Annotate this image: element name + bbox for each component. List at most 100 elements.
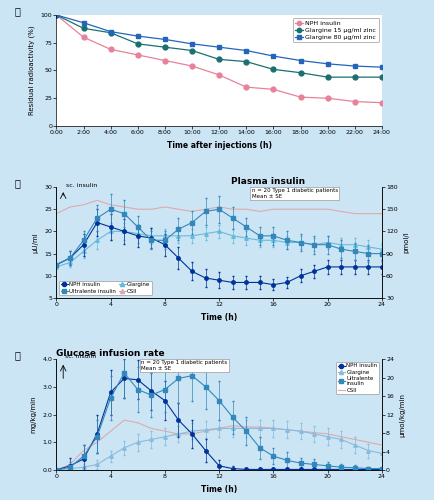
CSII bbox=[162, 204, 168, 210]
CSII bbox=[217, 204, 222, 210]
CSII bbox=[366, 210, 371, 216]
NPH insulin bbox=[352, 98, 358, 104]
CSII bbox=[67, 204, 72, 210]
Glargine 80 μg/ml zinc bbox=[81, 20, 86, 26]
CSII bbox=[135, 206, 141, 212]
CSII bbox=[339, 434, 344, 440]
CSII bbox=[54, 467, 59, 473]
CSII bbox=[108, 428, 113, 434]
CSII bbox=[379, 442, 385, 448]
Title: Plasma insulin: Plasma insulin bbox=[231, 177, 305, 186]
NPH insulin bbox=[108, 46, 113, 52]
CSII bbox=[135, 420, 141, 426]
CSII bbox=[366, 440, 371, 446]
Glargine 15 μg/ml zinc bbox=[217, 56, 222, 62]
CSII bbox=[284, 206, 289, 212]
CSII bbox=[217, 426, 222, 432]
NPH insulin bbox=[135, 52, 141, 58]
Glargine 80 μg/ml zinc bbox=[244, 48, 249, 54]
NPH insulin bbox=[190, 63, 195, 69]
Text: sc. insulin: sc. insulin bbox=[66, 183, 97, 188]
Glargine 80 μg/ml zinc bbox=[217, 44, 222, 50]
CSII bbox=[284, 427, 289, 433]
Glargine 15 μg/ml zinc bbox=[352, 74, 358, 80]
CSII bbox=[203, 428, 208, 434]
Text: n = 20 Type 1 diabetic patients
Mean ± SE: n = 20 Type 1 diabetic patients Mean ± S… bbox=[252, 188, 338, 199]
Text: n = 20 Type 1 diabetic patients
Mean ± SE: n = 20 Type 1 diabetic patients Mean ± S… bbox=[141, 360, 227, 371]
Glargine 80 μg/ml zinc bbox=[54, 12, 59, 18]
NPH insulin bbox=[81, 34, 86, 40]
CSII bbox=[257, 208, 263, 214]
CSII bbox=[176, 431, 181, 437]
Glargine 15 μg/ml zinc bbox=[379, 74, 385, 80]
CSII bbox=[54, 210, 59, 216]
NPH insulin bbox=[379, 100, 385, 105]
NPH insulin bbox=[162, 58, 168, 64]
Line: CSII: CSII bbox=[56, 420, 382, 470]
CSII bbox=[271, 426, 276, 432]
CSII bbox=[271, 206, 276, 212]
Y-axis label: μU/ml: μU/ml bbox=[33, 232, 39, 253]
Legend: NPH insulin, Ultralente insulin, Glargine, CSII: NPH insulin, Ultralente insulin, Glargin… bbox=[59, 281, 152, 295]
CSII bbox=[298, 428, 303, 434]
NPH insulin bbox=[325, 95, 330, 101]
Legend: NPH insulin, Glargine, Ultralente
insulin, CSII: NPH insulin, Glargine, Ultralente insuli… bbox=[336, 362, 379, 394]
CSII bbox=[203, 206, 208, 212]
CSII bbox=[95, 198, 100, 203]
Glargine 80 μg/ml zinc bbox=[108, 28, 113, 34]
CSII bbox=[95, 440, 100, 446]
NPH insulin bbox=[298, 94, 303, 100]
CSII bbox=[149, 206, 154, 212]
CSII bbox=[312, 430, 317, 436]
CSII bbox=[190, 431, 195, 437]
CSII bbox=[190, 208, 195, 214]
CSII bbox=[67, 462, 72, 468]
X-axis label: Time (h): Time (h) bbox=[201, 484, 237, 494]
CSII bbox=[230, 206, 235, 212]
Y-axis label: μmol/kg/min: μmol/kg/min bbox=[400, 392, 406, 436]
Glargine 15 μg/ml zinc bbox=[108, 30, 113, 36]
CSII bbox=[244, 206, 249, 212]
Text: Ⓒ: Ⓒ bbox=[14, 350, 20, 360]
CSII bbox=[244, 424, 249, 430]
CSII bbox=[325, 206, 330, 212]
CSII bbox=[298, 206, 303, 212]
NPH insulin bbox=[244, 84, 249, 90]
Y-axis label: pmol/l: pmol/l bbox=[403, 232, 409, 254]
Glargine 80 μg/ml zinc bbox=[298, 58, 303, 64]
Glargine 15 μg/ml zinc bbox=[162, 44, 168, 50]
CSII bbox=[312, 206, 317, 212]
Glargine 80 μg/ml zinc bbox=[271, 53, 276, 59]
CSII bbox=[352, 210, 358, 216]
CSII bbox=[81, 448, 86, 454]
CSII bbox=[176, 206, 181, 212]
CSII bbox=[325, 431, 330, 437]
Text: Ⓑ: Ⓑ bbox=[14, 178, 20, 188]
CSII bbox=[352, 436, 358, 442]
CSII bbox=[339, 208, 344, 214]
Glargine 80 μg/ml zinc bbox=[135, 33, 141, 39]
Glargine 15 μg/ml zinc bbox=[190, 48, 195, 54]
Glargine 15 μg/ml zinc bbox=[271, 66, 276, 72]
CSII bbox=[379, 210, 385, 216]
NPH insulin bbox=[271, 86, 276, 92]
CSII bbox=[108, 202, 113, 208]
NPH insulin bbox=[54, 12, 59, 18]
NPH insulin bbox=[217, 72, 222, 78]
Line: Glargine 80 μg/ml zinc: Glargine 80 μg/ml zinc bbox=[54, 12, 385, 70]
CSII bbox=[162, 428, 168, 434]
Text: sc. insulin: sc. insulin bbox=[65, 354, 96, 359]
Text: Ⓐ: Ⓐ bbox=[14, 6, 20, 16]
Glargine 15 μg/ml zinc bbox=[325, 74, 330, 80]
CSII bbox=[230, 422, 235, 428]
Glargine 80 μg/ml zinc bbox=[325, 61, 330, 67]
X-axis label: Time after injections (h): Time after injections (h) bbox=[167, 140, 272, 149]
Line: Glargine 15 μg/ml zinc: Glargine 15 μg/ml zinc bbox=[54, 12, 385, 80]
Glargine 80 μg/ml zinc bbox=[190, 41, 195, 47]
Glargine 15 μg/ml zinc bbox=[135, 41, 141, 47]
Glargine 15 μg/ml zinc bbox=[81, 26, 86, 32]
Glargine 15 μg/ml zinc bbox=[298, 70, 303, 75]
Legend: NPH insulin, Glargine 15 μg/ml zinc, Glargine 80 μg/ml zinc: NPH insulin, Glargine 15 μg/ml zinc, Gla… bbox=[293, 18, 379, 42]
Glargine 80 μg/ml zinc bbox=[352, 63, 358, 69]
Glargine 15 μg/ml zinc bbox=[244, 58, 249, 64]
